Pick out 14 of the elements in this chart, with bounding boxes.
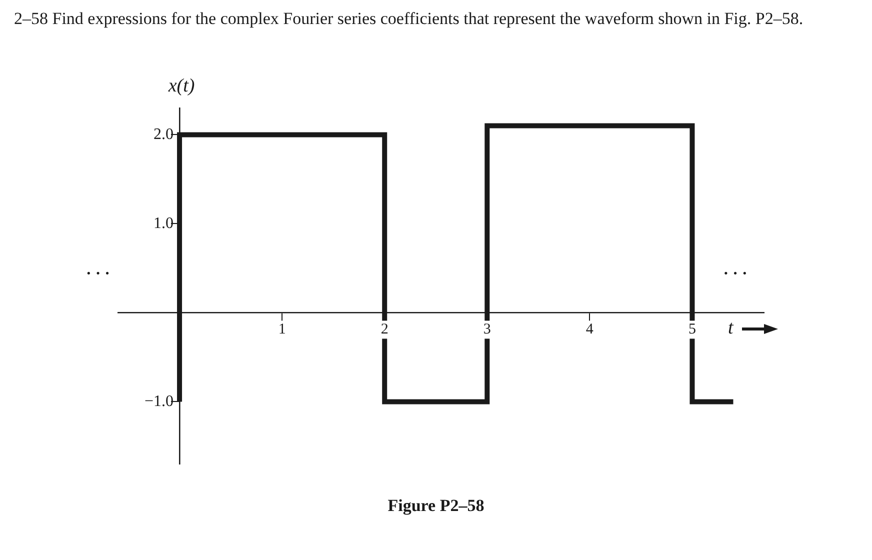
y-tick-label: 2.0: [154, 126, 174, 143]
x-tick-label: 5: [688, 322, 696, 338]
x-tick-label: 3: [483, 322, 491, 338]
x-axis-title: t: [728, 318, 734, 339]
y-axis-title: x(t): [167, 76, 195, 96]
x-tick-label: 1: [278, 322, 286, 338]
chart-title: 2–58 Find expressions for the complex Fourier series coefficients that represent the waveform shown in Fig. P2–58.: [13, 8, 804, 30]
caption: Figure P2–58: [386, 496, 486, 516]
x-tick-label: 2: [380, 322, 388, 338]
annotation: · · ·: [723, 266, 748, 283]
y-tick-label: −1.0: [144, 392, 174, 410]
y-tick-label: 1.0: [154, 214, 174, 232]
text: · · ·: [86, 266, 110, 283]
x-tick-label: 4: [586, 322, 594, 338]
